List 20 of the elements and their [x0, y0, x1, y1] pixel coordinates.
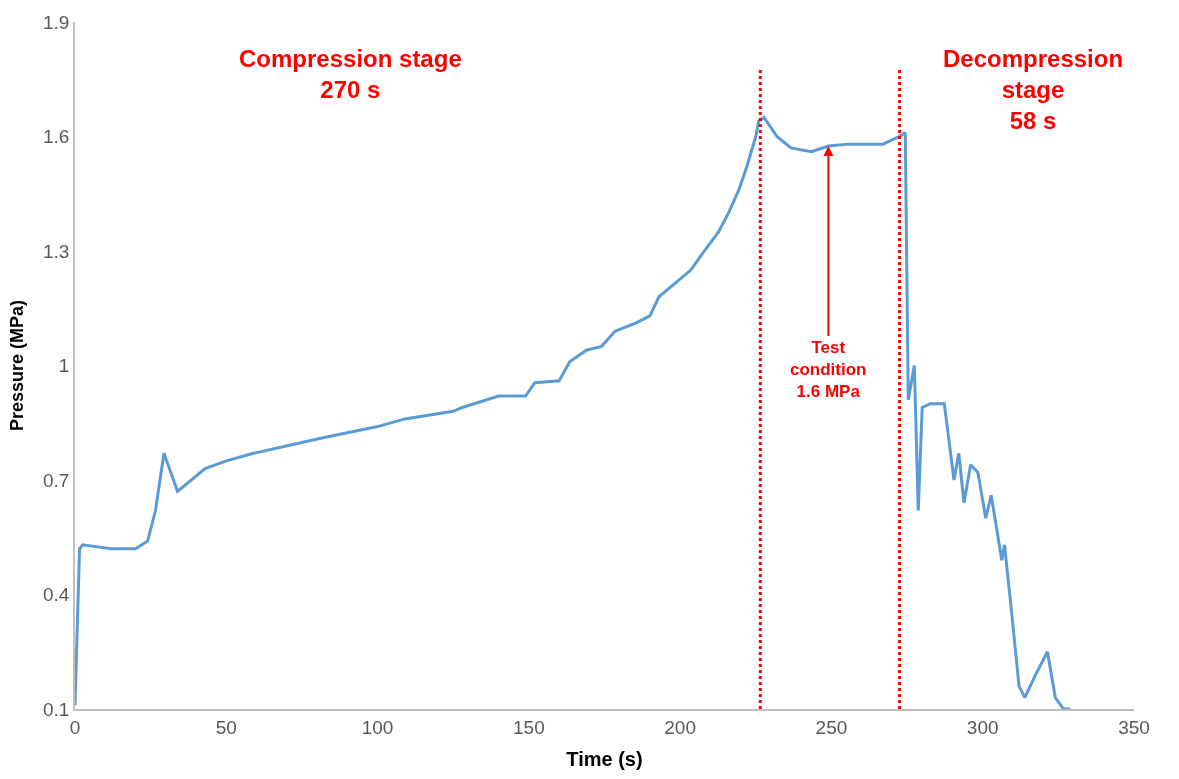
- annotation: Test condition 1.6 MPa: [790, 338, 867, 402]
- x-axis-title: Time (s): [566, 747, 643, 770]
- annotation: Compression stage 270 s: [239, 45, 462, 104]
- y-tick-label: 1.9: [43, 11, 70, 33]
- x-tick-label: 300: [966, 716, 999, 738]
- y-tick-label: 0.4: [43, 584, 70, 606]
- y-tick-label: 1.3: [43, 240, 70, 262]
- x-tick-label: 350: [1118, 716, 1150, 738]
- x-tick-label: 150: [513, 716, 545, 738]
- y-tick-label: 0.1: [43, 698, 70, 720]
- x-tick-label: 0: [69, 716, 81, 738]
- y-tick-label: 0.7: [43, 469, 70, 491]
- y-axis-title: Pressure (MPa): [6, 299, 27, 432]
- x-tick-label: 100: [361, 716, 394, 738]
- y-tick-label: 1.6: [43, 126, 70, 148]
- x-tick-label: 200: [664, 716, 696, 738]
- y-tick-label: 1: [58, 355, 70, 377]
- x-tick-label: 250: [815, 716, 848, 738]
- x-tick-label: 50: [215, 716, 237, 738]
- annotation: Decompression stage 58 s: [943, 45, 1124, 135]
